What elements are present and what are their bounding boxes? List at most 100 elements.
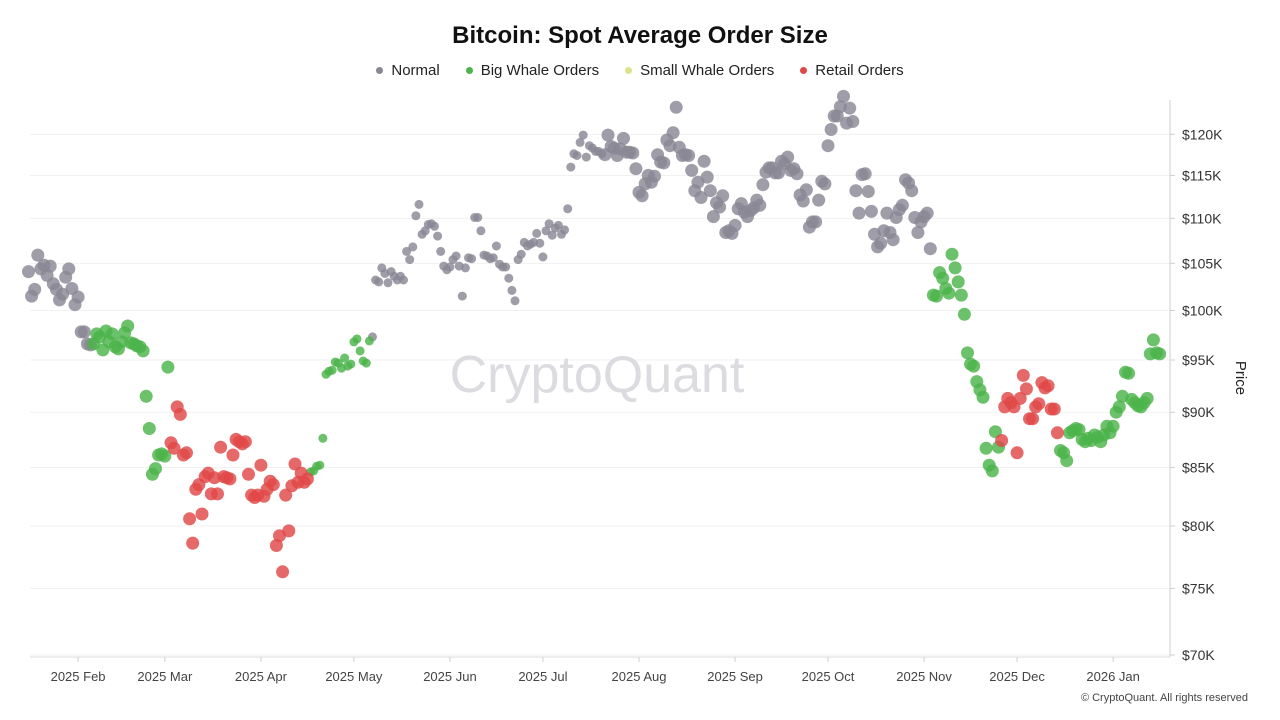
data-point[interactable] xyxy=(905,184,919,198)
data-point[interactable] xyxy=(948,261,962,275)
legend-item-big-whale[interactable]: Big Whale Orders xyxy=(465,62,599,79)
data-point[interactable] xyxy=(923,242,937,256)
data-point[interactable] xyxy=(553,220,563,230)
data-point[interactable] xyxy=(657,156,671,170)
data-point[interactable] xyxy=(799,183,813,197)
data-point[interactable] xyxy=(282,524,296,538)
data-point[interactable] xyxy=(408,242,418,252)
data-point[interactable] xyxy=(566,162,576,172)
data-point[interactable] xyxy=(581,152,591,162)
data-point[interactable] xyxy=(467,254,477,264)
data-point[interactable] xyxy=(161,360,175,374)
data-point[interactable] xyxy=(572,151,582,160)
data-point[interactable] xyxy=(1050,426,1064,440)
data-point[interactable] xyxy=(142,422,156,435)
data-point[interactable] xyxy=(340,353,350,363)
data-point[interactable] xyxy=(214,440,228,454)
data-point[interactable] xyxy=(1153,347,1167,361)
data-point[interactable] xyxy=(837,89,850,103)
data-point[interactable] xyxy=(504,273,514,283)
data-point[interactable] xyxy=(563,204,573,214)
data-point[interactable] xyxy=(629,162,643,176)
data-point[interactable] xyxy=(238,435,252,449)
data-point[interactable] xyxy=(436,246,446,256)
data-point[interactable] xyxy=(858,167,872,181)
data-point[interactable] xyxy=(626,146,640,160)
data-point[interactable] xyxy=(445,262,455,272)
data-point[interactable] xyxy=(694,191,708,204)
data-point[interactable] xyxy=(352,334,362,344)
data-point[interactable] xyxy=(911,226,925,239)
data-point[interactable] xyxy=(601,128,615,142)
data-point[interactable] xyxy=(28,282,42,296)
data-point[interactable] xyxy=(728,218,742,232)
data-point[interactable] xyxy=(790,167,804,181)
data-point[interactable] xyxy=(1060,454,1074,468)
data-point[interactable] xyxy=(1013,391,1027,405)
data-point[interactable] xyxy=(824,123,838,136)
data-point[interactable] xyxy=(967,359,981,373)
data-point[interactable] xyxy=(460,263,470,273)
data-point[interactable] xyxy=(451,251,461,261)
data-point[interactable] xyxy=(507,285,517,295)
data-point[interactable] xyxy=(411,211,421,221)
data-point[interactable] xyxy=(139,389,153,403)
data-point[interactable] xyxy=(547,230,557,240)
data-point[interactable] xyxy=(226,448,240,462)
data-point[interactable] xyxy=(575,137,585,147)
data-point[interactable] xyxy=(874,236,888,250)
data-point[interactable] xyxy=(886,233,900,247)
data-point[interactable] xyxy=(183,512,197,526)
data-point[interactable] xyxy=(843,101,857,115)
data-point[interactable] xyxy=(1041,379,1055,393)
data-point[interactable] xyxy=(56,287,70,301)
data-point[interactable] xyxy=(936,271,950,285)
data-point[interactable] xyxy=(346,359,356,369)
data-point[interactable] xyxy=(976,390,990,404)
data-point[interactable] xyxy=(327,365,337,375)
data-point[interactable] xyxy=(383,278,393,288)
data-point[interactable] xyxy=(491,241,501,251)
data-point[interactable] xyxy=(43,259,57,273)
data-point[interactable] xyxy=(149,462,162,476)
data-point[interactable] xyxy=(167,441,181,455)
data-point[interactable] xyxy=(713,200,727,214)
data-point[interactable] xyxy=(266,478,280,492)
data-point[interactable] xyxy=(535,238,545,248)
data-point[interactable] xyxy=(31,248,45,262)
data-point[interactable] xyxy=(846,115,860,128)
legend-item-small-whale[interactable]: Small Whale Orders xyxy=(625,62,774,79)
data-point[interactable] xyxy=(532,228,542,238)
data-point[interactable] xyxy=(895,198,909,212)
data-point[interactable] xyxy=(430,221,439,231)
legend-item-retail[interactable]: Retail Orders xyxy=(800,62,904,79)
data-point[interactable] xyxy=(1146,333,1160,347)
data-point[interactable] xyxy=(414,199,424,209)
data-point[interactable] xyxy=(818,177,832,191)
data-point[interactable] xyxy=(942,286,956,300)
data-point[interactable] xyxy=(538,252,548,262)
data-point[interactable] xyxy=(510,296,520,306)
data-point[interactable] xyxy=(457,291,467,301)
data-point[interactable] xyxy=(979,441,993,455)
data-point[interactable] xyxy=(136,344,150,358)
data-point[interactable] xyxy=(849,184,863,198)
data-point[interactable] xyxy=(796,194,810,208)
data-point[interactable] xyxy=(864,204,878,218)
data-point[interactable] xyxy=(617,131,630,145)
data-point[interactable] xyxy=(121,319,135,333)
data-point[interactable] xyxy=(706,210,720,224)
data-point[interactable] xyxy=(995,434,1009,447)
data-point[interactable] xyxy=(254,458,268,472)
data-point[interactable] xyxy=(399,275,408,285)
data-point[interactable] xyxy=(211,487,224,501)
data-point[interactable] xyxy=(22,265,35,279)
data-point[interactable] xyxy=(930,289,943,303)
data-point[interactable] xyxy=(771,166,785,180)
data-point[interactable] xyxy=(355,346,365,356)
data-point[interactable] xyxy=(195,507,209,521)
data-point[interactable] xyxy=(1026,412,1040,426)
data-point[interactable] xyxy=(1112,400,1126,414)
data-point[interactable] xyxy=(433,231,443,241)
data-point[interactable] xyxy=(578,130,588,140)
